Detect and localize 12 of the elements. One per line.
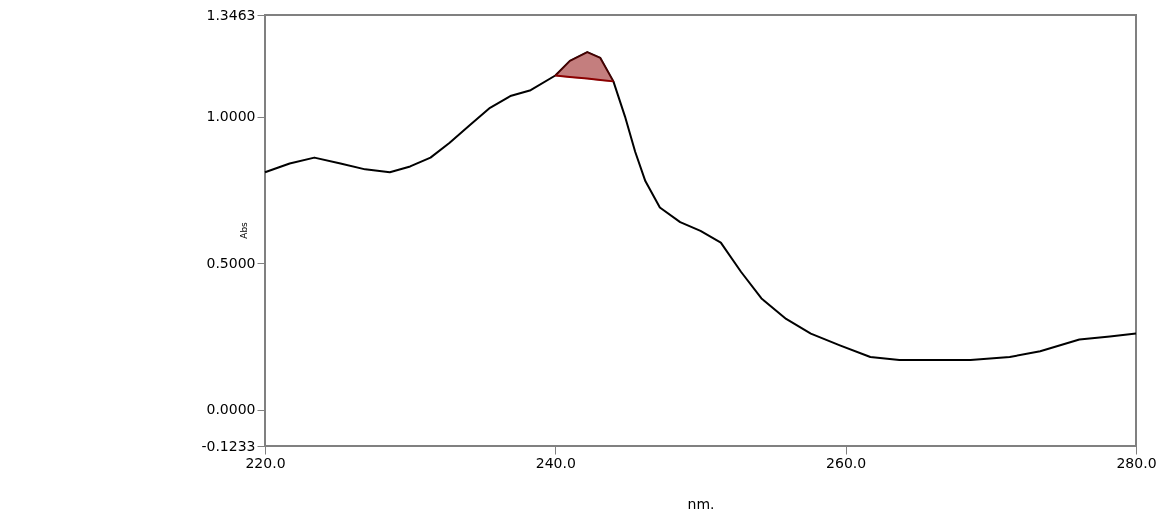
y-axis-title: Abs: [238, 221, 249, 239]
x-axis-title: nm.: [687, 495, 715, 512]
x-tick-label: 220.0: [245, 454, 286, 471]
x-tick-label: 260.0: [826, 454, 867, 471]
line-series: [264, 51, 1137, 361]
y-tick-label: 1.0000: [206, 108, 256, 125]
y-tick-label: 0.0000: [206, 401, 256, 418]
x-tick-label: 240.0: [535, 454, 576, 471]
y-tick-label: 0.5000: [206, 254, 256, 271]
x-tick-label: 280.0: [1116, 454, 1157, 471]
y-tick-label: 1.3463: [206, 6, 256, 23]
y-tick-label: -0.1233: [201, 437, 256, 454]
